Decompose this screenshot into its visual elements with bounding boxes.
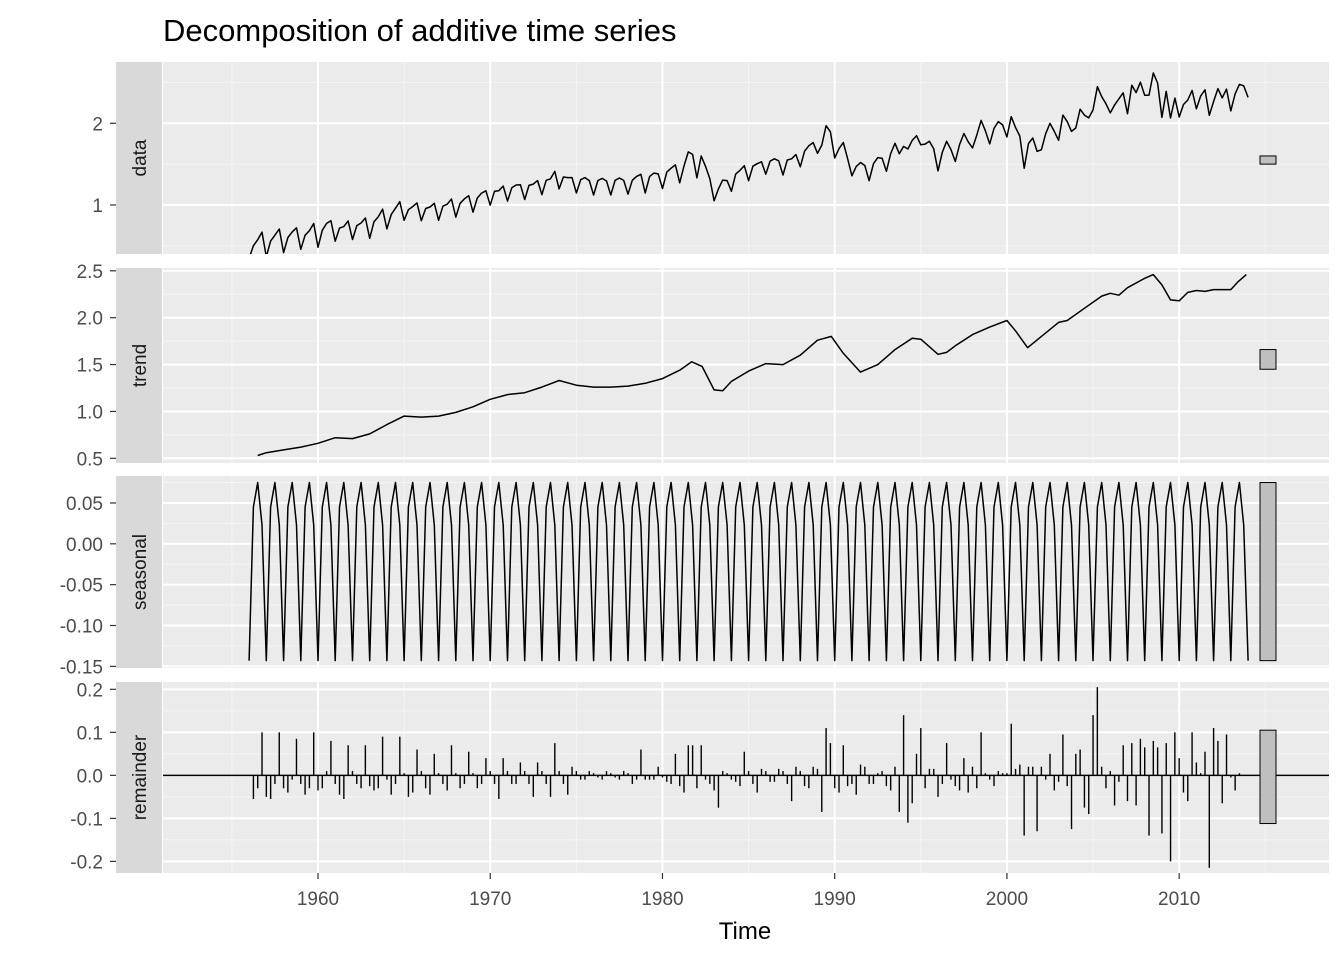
- x-tick-label: 1960: [297, 889, 339, 910]
- y-tick-label: -0.15: [60, 657, 103, 678]
- scale-bar: [1259, 729, 1277, 825]
- y-tick-label: 0.0: [77, 766, 103, 787]
- x-axis: 1960 1970 1980 1990 2000 2010: [297, 873, 1200, 910]
- y-tick-label: -0.05: [60, 576, 103, 597]
- y-tick-label: -0.10: [60, 617, 103, 638]
- panel-data-seasonal: [248, 481, 1249, 662]
- panel-data-remainder: [163, 687, 1329, 868]
- strip-label-seasonal: seasonal: [130, 534, 151, 610]
- x-axis-title: Time: [719, 918, 771, 945]
- chart-title: Decomposition of additive time series: [163, 13, 676, 48]
- panel-background: [163, 62, 1329, 254]
- scale-bar: [1259, 482, 1277, 662]
- y-tick-label: 2.5: [77, 262, 103, 283]
- y-tick-label: 1.5: [77, 356, 103, 377]
- strip-label-trend: trend: [130, 344, 151, 387]
- y-tick-label: 0.2: [77, 680, 103, 701]
- trend-series-line: [257, 273, 1247, 457]
- panel-strip: [116, 476, 162, 668]
- x-tick-label: 2000: [986, 889, 1028, 910]
- panel-strip: [116, 268, 162, 463]
- y-tick-label: 0.1: [77, 723, 103, 744]
- panel-data-data: [249, 72, 1249, 254]
- y-tick-label: -0.1: [70, 809, 103, 830]
- x-tick-label: 1990: [814, 889, 856, 910]
- strip-label-remainder: remainder: [130, 734, 151, 820]
- y-tick-label: 1: [92, 196, 103, 217]
- x-tick-label: 1980: [641, 889, 683, 910]
- seasonal-series-line: [248, 481, 1249, 662]
- scale-bar: [1259, 349, 1277, 370]
- y-tick-label: 1.0: [77, 402, 103, 423]
- y-tick-label: -0.2: [70, 852, 103, 873]
- strip-label-data: data: [130, 139, 151, 176]
- panel-seasonal: -0.15 -0.10 -0.05 0.00 0.05 seasonal: [60, 476, 1329, 678]
- y-tick-label: 2.0: [77, 309, 103, 330]
- panel-data-trend: [257, 273, 1247, 457]
- panel-strip: [116, 682, 162, 873]
- x-tick-label: 2010: [1158, 889, 1200, 910]
- panel-strip: [116, 62, 162, 254]
- data-series-line: [249, 72, 1249, 254]
- x-tick-label: 1970: [469, 889, 511, 910]
- panel-data: 1 2 data: [92, 62, 1329, 254]
- panel-remainder: -0.2 -0.1 0.0 0.1 0.2 remainder: [70, 680, 1329, 873]
- y-tick-label: 0.00: [66, 535, 103, 556]
- chart-panels: 1 2 data 0.5 1.0 1.5 2.0 2.5 trend -0.15 -0.10 -0.0…: [60, 62, 1329, 873]
- y-tick-label: 2: [92, 114, 103, 135]
- y-tick-label: 0.5: [77, 449, 103, 470]
- scale-bar: [1259, 155, 1277, 165]
- panel-trend: 0.5 1.0 1.5 2.0 2.5 trend: [77, 262, 1329, 470]
- y-tick-label: 0.05: [66, 494, 103, 515]
